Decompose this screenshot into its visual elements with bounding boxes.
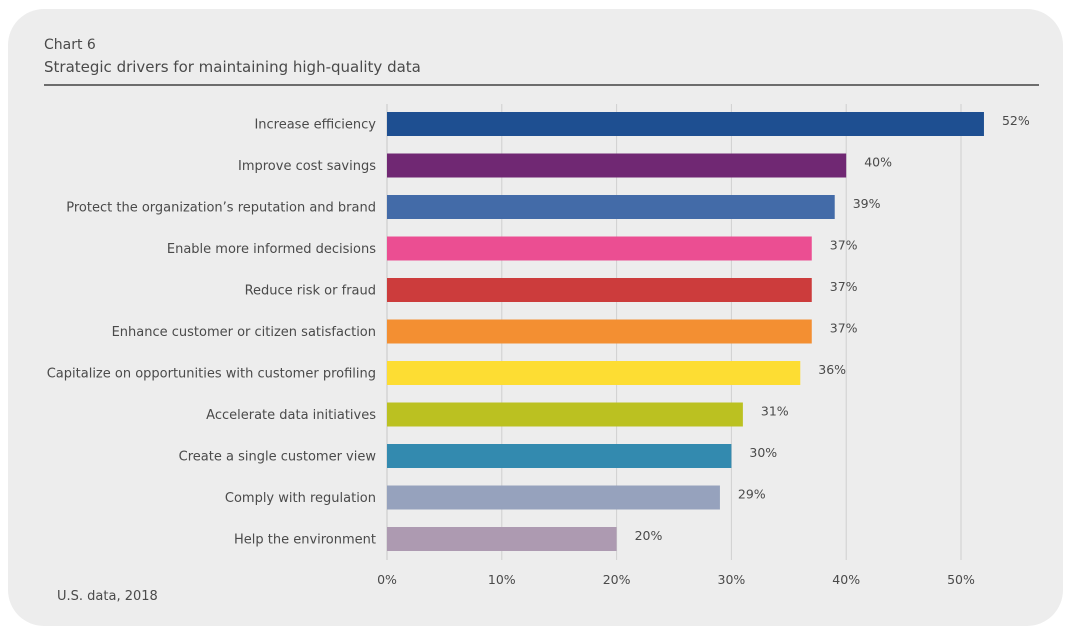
value-label: 31% [761,404,789,419]
value-label: 37% [830,238,858,253]
bar [387,361,801,385]
bar [387,112,984,136]
bar [387,319,812,344]
category-label: Capitalize on opportunities with custome… [47,367,376,382]
bar [387,278,812,302]
x-tick-label: 10% [488,572,516,587]
x-tick-label: 0% [377,572,397,587]
chart-number: Chart 6 [44,37,96,53]
bar [387,153,847,178]
source-footnote: U.S. data, 2018 [57,589,158,604]
bar [387,527,617,551]
category-label: Enhance customer or citizen satisfaction [112,325,376,340]
value-label: 37% [830,321,858,336]
value-label: 29% [738,487,766,502]
value-label: 36% [818,362,846,377]
x-tick-label: 20% [603,572,631,587]
chart-panel [8,9,1063,626]
value-label: 52% [1002,113,1030,128]
value-label: 20% [635,528,663,543]
bar [387,402,743,427]
bar [387,444,732,468]
value-label: 39% [853,196,881,211]
category-labels: Increase efficiency Improve cost savings P… [47,118,377,548]
value-label: 37% [830,279,858,294]
category-label: Increase efficiency [254,118,376,133]
chart-title: Strategic drivers for maintaining high-q… [44,58,421,76]
title-divider [44,84,1039,86]
value-labels: 52% 40% 39% 37% 37% 37% 36% 31% 30% 29% 20% [635,113,1030,543]
category-label: Enable more informed decisions [167,242,376,257]
category-label: Protect the organization’s reputation an… [66,201,376,216]
x-tick-label: 50% [947,572,975,587]
x-tick-label: 40% [832,572,860,587]
bar [387,485,720,510]
value-label: 40% [864,155,892,170]
category-label: Comply with regulation [225,491,376,506]
category-label: Help the environment [234,533,376,548]
category-label: Reduce risk or fraud [245,284,376,299]
bar [387,195,835,219]
category-label: Accelerate data initiatives [206,408,376,423]
category-label: Improve cost savings [238,159,376,174]
bars [387,112,984,551]
value-label: 30% [749,445,777,460]
category-label: Create a single customer view [179,450,377,465]
bar [387,236,812,261]
x-axis-ticks: 0% 10% 20% 30% 40% 50% [377,572,975,587]
x-tick-label: 30% [718,572,746,587]
